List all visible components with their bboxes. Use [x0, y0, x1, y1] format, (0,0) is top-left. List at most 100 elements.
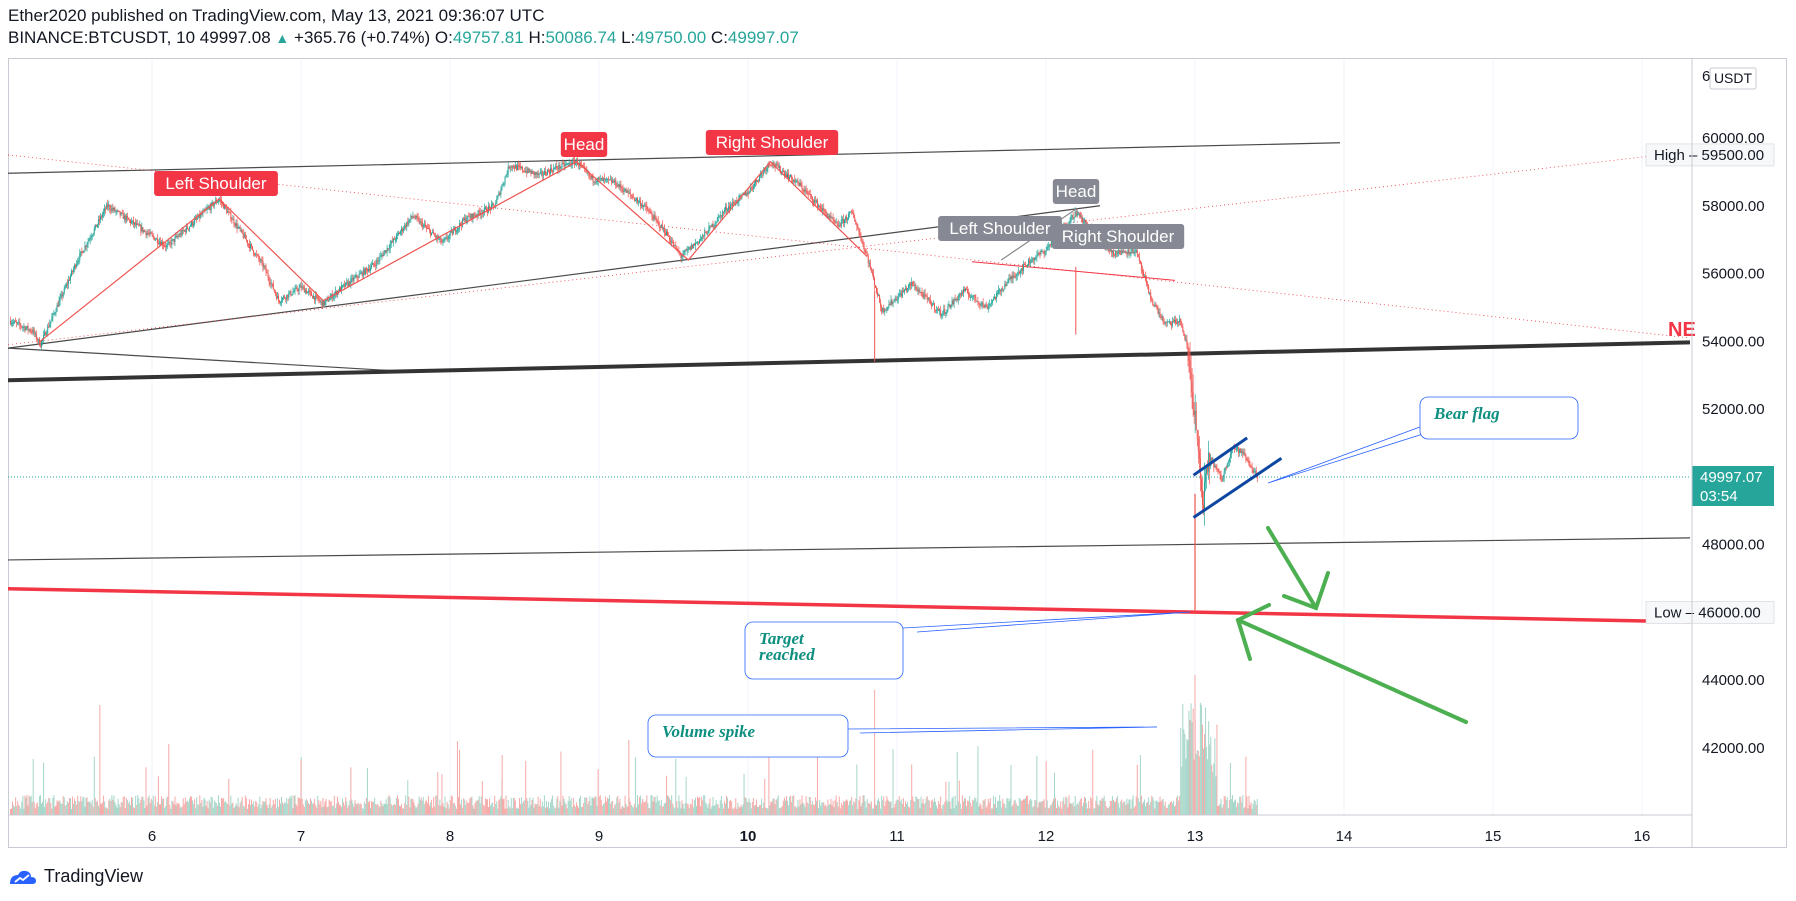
candle-body — [394, 239, 396, 241]
candle-body — [961, 292, 963, 294]
candle-body — [549, 170, 551, 174]
volume-bar — [651, 795, 653, 815]
volume-bar — [1208, 721, 1210, 815]
volume-bar — [824, 805, 826, 815]
volume-bar — [712, 797, 714, 815]
volume-bar — [148, 795, 150, 815]
volume-bar — [248, 798, 250, 815]
candle-body — [681, 256, 683, 258]
low-marker-text: Low – 46000.00 — [1654, 604, 1761, 621]
candle-body — [291, 294, 293, 296]
volume-bar — [332, 805, 334, 815]
candle-body — [37, 339, 39, 341]
candle-body — [923, 293, 925, 298]
candle-body — [228, 211, 230, 213]
candle-body — [352, 278, 354, 281]
candle-body — [195, 218, 197, 220]
candle-body — [227, 211, 229, 213]
volume-bar — [1043, 799, 1045, 815]
candle-body — [820, 206, 822, 209]
volume-bar — [878, 798, 880, 815]
volume-bar — [263, 802, 265, 815]
candle-body — [601, 178, 603, 181]
time-tick-label: 13 — [1187, 828, 1204, 845]
candle-body — [758, 180, 760, 182]
volume-bar — [129, 805, 131, 815]
volume-bar — [236, 805, 238, 815]
volume-bar — [287, 803, 289, 815]
candle-body — [791, 174, 793, 179]
candle-body — [700, 238, 702, 240]
candle-body — [717, 216, 719, 222]
trend-lines[interactable] — [7, 142, 1691, 624]
candle-body — [947, 306, 949, 311]
volume-bar — [742, 804, 744, 815]
candle-body — [452, 230, 454, 235]
volume-bar — [335, 803, 337, 815]
volume-bar — [621, 806, 623, 815]
volume-bar — [984, 799, 986, 815]
volume-bar — [871, 808, 873, 815]
volume-bar — [828, 804, 830, 815]
volume-bar — [422, 797, 424, 815]
volume-bar — [1009, 798, 1011, 815]
candle-body — [933, 303, 935, 310]
candle-body — [1151, 299, 1153, 301]
volume-bar — [778, 807, 780, 815]
candle-body — [702, 235, 704, 238]
volume-bar — [34, 808, 36, 815]
candle-body — [69, 276, 71, 281]
volume-bar — [1148, 797, 1150, 815]
price-axis[interactable]: 42000.0044000.0046000.0048000.0050000.00… — [1645, 59, 1775, 847]
candle-body — [447, 238, 449, 240]
candle-body — [993, 296, 995, 300]
volume-bar — [777, 795, 779, 815]
candle-body — [1028, 259, 1030, 266]
volume-bar — [1065, 796, 1067, 815]
volume-bar — [730, 799, 732, 815]
candle-body — [1152, 300, 1154, 305]
volume-bar — [570, 798, 572, 815]
volume-bar — [185, 801, 187, 815]
candle-body — [778, 165, 780, 168]
volume-bar — [1168, 803, 1170, 815]
volume-bar — [616, 797, 618, 815]
volume-bar — [103, 795, 105, 815]
candle-body — [99, 216, 101, 221]
volume-bar — [840, 802, 842, 815]
volume-bar — [370, 807, 372, 815]
volume-bar — [699, 797, 701, 815]
volume-bar — [1178, 800, 1180, 815]
volume-bar — [800, 804, 802, 815]
candle-body — [380, 255, 382, 257]
volume-bar — [566, 808, 568, 815]
candle-body — [1126, 252, 1128, 254]
volume-bar — [206, 801, 208, 815]
candle-body — [584, 166, 586, 169]
label-left-shoulder-text: Left Shoulder — [165, 174, 266, 193]
volume-bar — [672, 803, 674, 815]
candle-body — [347, 282, 349, 286]
chart-frame[interactable] — [8, 58, 1787, 848]
candle-body — [131, 221, 133, 224]
candle-body — [287, 294, 289, 298]
candle-body — [1049, 244, 1051, 246]
candle-body — [1005, 284, 1007, 287]
candle-body — [862, 241, 864, 245]
candle-body — [1253, 471, 1255, 473]
volume-bar — [429, 805, 431, 815]
volume-bar — [1050, 804, 1052, 815]
candle-body — [699, 239, 701, 243]
candle-body — [936, 309, 938, 311]
volume-bar — [79, 802, 81, 815]
candle-body — [174, 237, 176, 242]
volume-bar — [1105, 806, 1107, 815]
volume-bar — [368, 800, 370, 815]
volume-bar — [298, 797, 300, 815]
time-axis[interactable]: 6 7 8 9 10 11 12 13 14 15 16 — [8, 814, 1692, 845]
volume-bar — [230, 795, 232, 815]
volume-bar — [37, 806, 39, 815]
tradingview-footer[interactable]: TradingView — [8, 866, 143, 887]
